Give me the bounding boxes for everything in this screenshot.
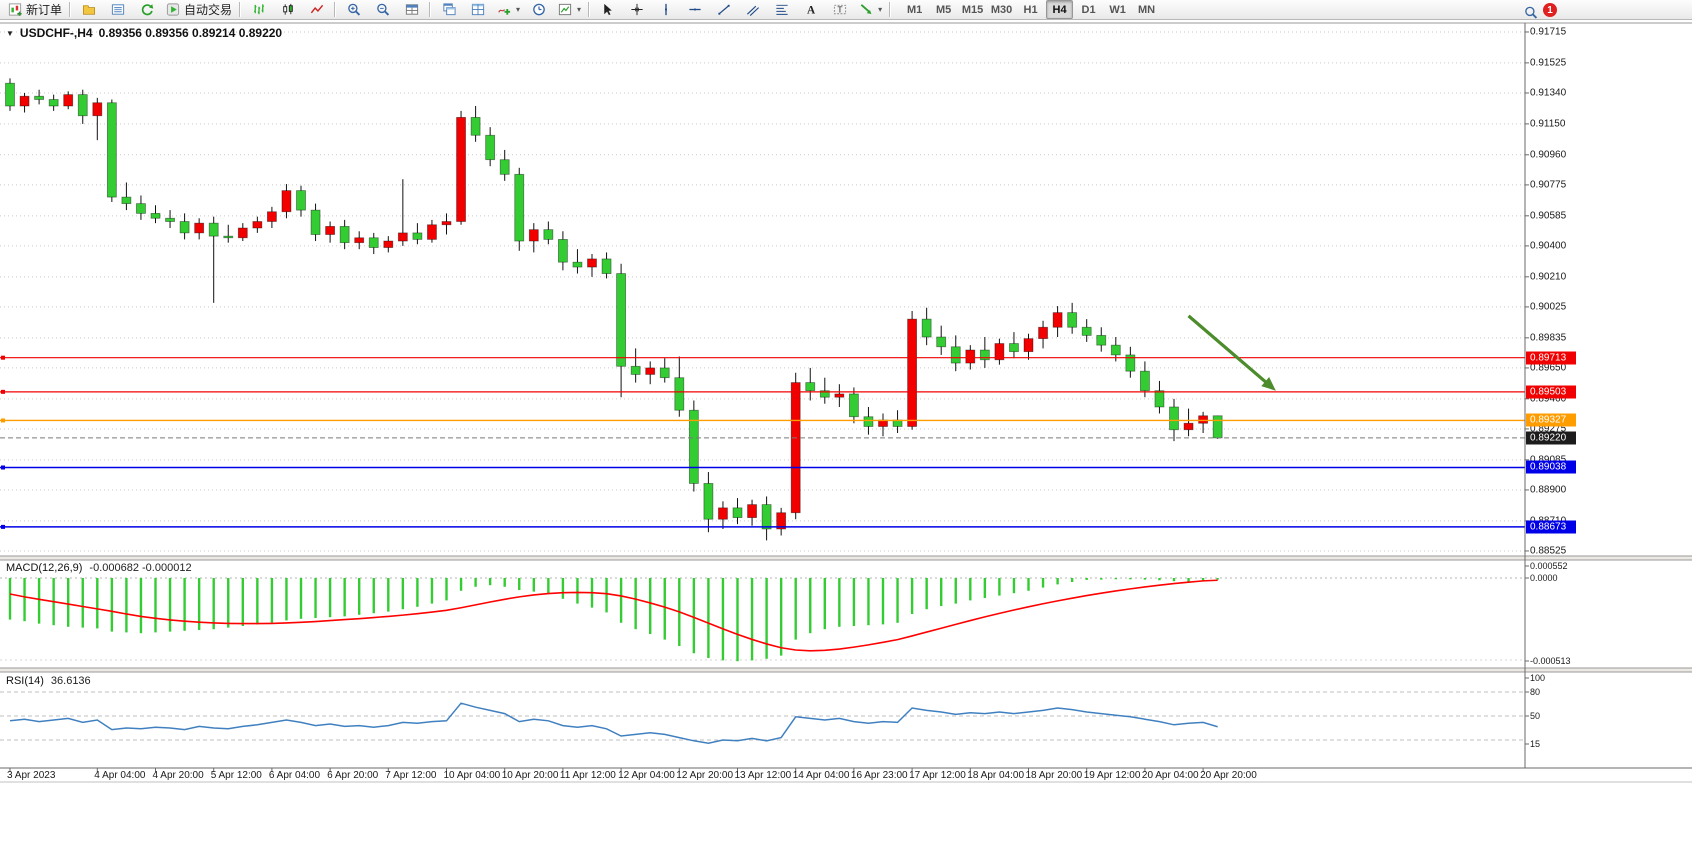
macd-values: -0.000682 -0.000012	[89, 562, 192, 574]
notification-badge[interactable]: 1	[1543, 3, 1557, 17]
channel-button[interactable]	[738, 0, 767, 20]
grid-icon	[405, 4, 418, 15]
title-ohlc: 0.89356 0.89356 0.89214 0.89220	[98, 26, 283, 40]
autotrade-icon	[166, 3, 180, 16]
profiles-folder-icon	[82, 5, 95, 15]
shapes-button[interactable]: ▾	[854, 0, 886, 20]
price-tag-0.89327[interactable]: 0.89327	[1526, 413, 1576, 427]
refresh-icon	[141, 4, 153, 16]
toolbar-separator	[588, 2, 591, 17]
template-icon	[558, 3, 572, 16]
label-button[interactable]: T	[825, 0, 854, 20]
market-watch-button[interactable]	[103, 0, 132, 20]
timeframe-button-D1[interactable]: D1	[1081, 3, 1096, 16]
zoom-in-button[interactable]	[339, 0, 368, 20]
toolbar-separator	[334, 2, 337, 17]
line-chart-button[interactable]	[302, 0, 331, 20]
toolbar-separator	[889, 2, 892, 17]
timeframe-button-H4[interactable]: H4	[1046, 0, 1074, 19]
new-order-label: 新订单	[26, 3, 63, 17]
cascade-windows-icon	[442, 3, 456, 16]
toolbar-separator	[69, 2, 72, 17]
text-label-icon: T	[833, 4, 846, 14]
cursor-button[interactable]	[593, 0, 622, 20]
vertical-line-icon	[664, 3, 667, 16]
macd-name: MACD(12,26,9)	[6, 562, 83, 574]
chart-menu-icon[interactable]: ▼	[6, 28, 14, 38]
new-order-button[interactable]: 新订单	[3, 0, 66, 20]
svg-text:A: A	[807, 4, 816, 16]
refresh-button[interactable]	[132, 0, 161, 20]
rsi-name: RSI(14)	[6, 675, 44, 687]
price-tag-0.89713[interactable]: 0.89713	[1526, 351, 1576, 365]
hline-button[interactable]	[680, 0, 709, 20]
toolbar-separator	[429, 2, 432, 17]
zoom-out-icon	[376, 3, 389, 16]
svg-text:T: T	[837, 4, 842, 14]
clock-icon	[532, 3, 545, 16]
price-tag-0.89038[interactable]: 0.89038	[1526, 460, 1576, 474]
add-indicator-icon	[498, 9, 511, 15]
fibonacci-icon	[775, 4, 788, 15]
channel-icon	[746, 5, 759, 17]
bar-chart-button[interactable]	[244, 0, 273, 20]
macd-label: MACD(12,26,9) -0.000682 -0.000012	[6, 562, 192, 574]
timeframe-button-M1[interactable]: M1	[906, 3, 923, 16]
current-price-tag: 0.89220	[1526, 431, 1576, 445]
chart-title: ▼ USDCHF-,H4 0.89356 0.89356 0.89214 0.8…	[6, 26, 282, 40]
market-watch-icon	[111, 4, 124, 15]
trendline-icon	[717, 4, 730, 15]
arrow-shapes-icon	[860, 4, 872, 14]
timeframe-button-M5[interactable]: M5	[935, 3, 952, 16]
indicators-button[interactable]: ▾	[492, 0, 524, 20]
period-clock-button[interactable]	[524, 0, 553, 20]
text-button[interactable]: A	[796, 0, 825, 20]
horizontal-line-icon	[688, 8, 701, 11]
price-tag-0.88673[interactable]: 0.88673	[1526, 520, 1576, 534]
timeframe-group: M1 M5 M15 M30 H1 H4 D1 W1 MN	[900, 0, 1161, 19]
cascade-windows-button[interactable]	[434, 0, 463, 20]
tile-grid-button[interactable]	[397, 0, 426, 20]
symbol-timeframe: USDCHF-,H4	[19, 26, 93, 40]
rsi-value: 36.6136	[50, 675, 91, 687]
candlestick-chart-button[interactable]	[273, 0, 302, 20]
chevron-down-icon: ▾	[878, 5, 883, 14]
crosshair-button[interactable]	[622, 0, 651, 20]
search-icon	[1524, 6, 1537, 19]
search-button[interactable]	[1516, 2, 1545, 22]
new-order-icon	[8, 3, 22, 16]
timeframe-button-M15[interactable]: M15	[961, 3, 984, 16]
tile-windows-icon	[471, 3, 484, 16]
rsi-label: RSI(14) 36.6136	[6, 675, 91, 687]
text-icon: A	[807, 4, 816, 16]
toolbar-separator	[239, 2, 242, 17]
crosshair-icon	[630, 3, 643, 16]
cursor-icon	[603, 3, 612, 16]
zoom-in-icon	[347, 3, 360, 16]
profiles-button[interactable]	[74, 0, 103, 20]
timeframe-button-W1[interactable]: W1	[1109, 3, 1126, 16]
chevron-down-icon: ▾	[516, 5, 521, 14]
autotrade-button[interactable]: 自动交易	[161, 0, 236, 20]
timeframe-button-M30[interactable]: M30	[990, 3, 1013, 16]
vline-button[interactable]	[651, 0, 680, 20]
trendline-button[interactable]	[709, 0, 738, 20]
candlestick-icon	[282, 3, 293, 15]
line-chart-icon	[310, 4, 323, 14]
template-button[interactable]: ▾	[553, 0, 585, 20]
bar-chart-icon	[253, 4, 264, 15]
chevron-down-icon: ▾	[577, 5, 582, 14]
autotrade-label: 自动交易	[184, 3, 233, 17]
fibonacci-button[interactable]	[767, 0, 796, 20]
timeframe-button-MN[interactable]: MN	[1138, 3, 1156, 16]
toolbar: 新订单 自动交易 ▾	[0, 0, 1692, 20]
timeframe-button-H1[interactable]: H1	[1023, 3, 1038, 16]
tile-windows-button[interactable]	[463, 0, 492, 20]
zoom-out-button[interactable]	[368, 0, 397, 20]
price-tag-0.89503[interactable]: 0.89503	[1526, 385, 1576, 399]
